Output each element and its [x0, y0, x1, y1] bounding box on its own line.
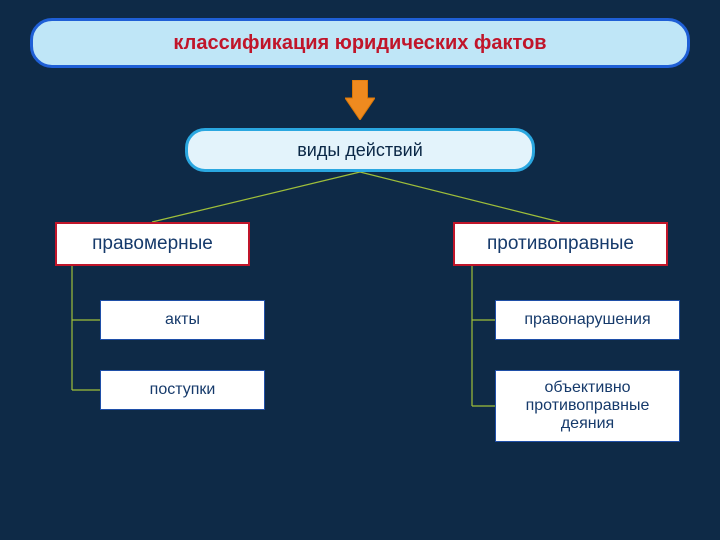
title-box: классификация юридических фактов	[30, 18, 690, 68]
left-branch-head-text: правомерные	[92, 233, 213, 255]
right-branch-head: противоправные	[453, 222, 668, 266]
subtitle-box: виды действий	[185, 128, 535, 172]
left-item-text: поступки	[150, 381, 216, 399]
right-item-text: объективно противоправные деяния	[502, 379, 673, 433]
right-item-text: правонарушения	[524, 311, 650, 329]
left-item: поступки	[100, 370, 265, 410]
left-item: акты	[100, 300, 265, 340]
title-text: классификация юридических фактов	[173, 32, 546, 55]
subtitle-text: виды действий	[297, 140, 423, 161]
right-branch-head-text: противоправные	[487, 233, 634, 255]
left-item-text: акты	[165, 311, 200, 329]
right-item: объективно противоправные деяния	[495, 370, 680, 442]
left-branch-head: правомерные	[55, 222, 250, 266]
right-item: правонарушения	[495, 300, 680, 340]
down-arrow-icon	[345, 80, 375, 120]
